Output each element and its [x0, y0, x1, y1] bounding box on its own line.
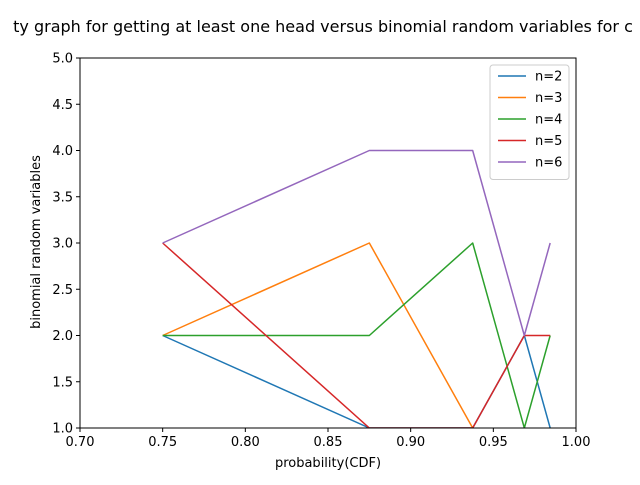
- y-tick-label: 4.5: [52, 98, 73, 113]
- y-tick-label: 1.0: [52, 422, 73, 437]
- y-tick-label: 2.0: [52, 329, 73, 344]
- x-tick-label: 0.70: [66, 435, 95, 450]
- y-axis-label: binomial random variables: [29, 155, 44, 329]
- legend-box: [489, 64, 570, 180]
- series-line-3: [162, 242, 551, 428]
- y-tick-label: 4.0: [52, 144, 73, 159]
- legend-label-1: n=2: [535, 70, 562, 85]
- plot-area: 0.70 0.75 0.80 0.85 0.90 0.95 1.00 1.0 1.5 2.0 2.5…: [52, 52, 590, 451]
- legend-label-4: n=5: [535, 134, 562, 149]
- y-tick-label: 5.0: [52, 52, 73, 67]
- series-line-1: [162, 334, 551, 428]
- legend-label-2: n=3: [535, 91, 562, 106]
- legend-label-5: n=6: [535, 156, 562, 171]
- x-tick-label: 0.90: [396, 435, 425, 450]
- legend: n=2 n=3 n=4 n=5 n=6: [489, 64, 570, 180]
- y-tick-label: 1.5: [52, 375, 73, 390]
- x-tick-label: 0.95: [479, 435, 508, 450]
- x-tick-label: 0.85: [314, 435, 343, 450]
- chart-title: ty graph for getting at least one head v…: [13, 17, 633, 36]
- y-tick-label: 3.0: [52, 237, 73, 252]
- x-tick-label: 0.75: [148, 435, 177, 450]
- series-line-5: [162, 149, 551, 337]
- series-line-4: [162, 242, 551, 428]
- y-tick-label: 3.5: [52, 190, 73, 205]
- x-tick-label: 0.80: [231, 435, 260, 450]
- x-tick-label: 1.00: [562, 435, 591, 450]
- legend-label-3: n=4: [535, 113, 562, 128]
- x-axis-label: probability(CDF): [275, 456, 381, 471]
- y-tick-label: 2.5: [52, 283, 73, 298]
